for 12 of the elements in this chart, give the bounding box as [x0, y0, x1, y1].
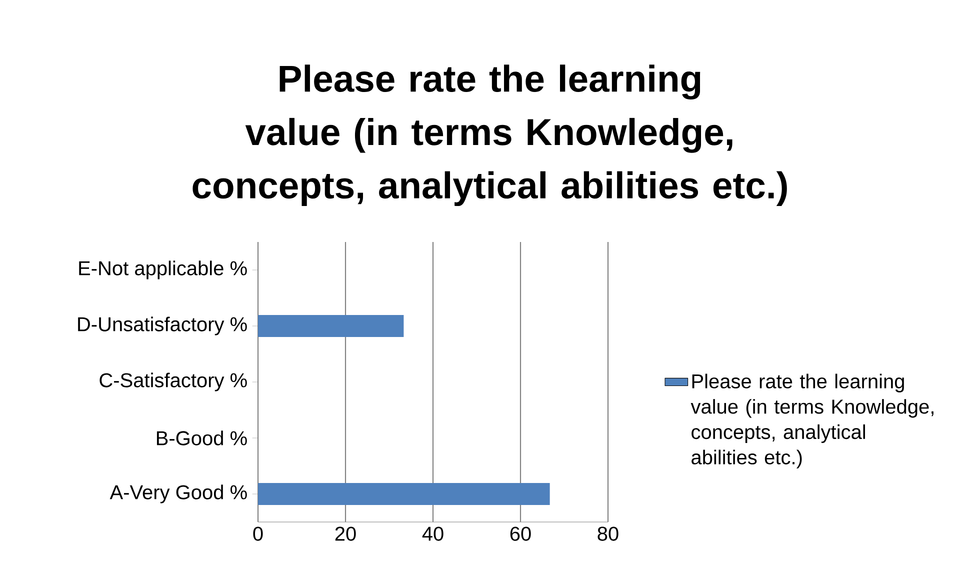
y-tick-label: E-Not applicable %	[79, 260, 247, 280]
legend-label: Please rate the learning value (in terms Knowledge, concepts, analytical abilities etc.)	[690, 374, 934, 468]
x-tick-label: 0	[253, 526, 263, 541]
x-tick-label: 60	[510, 526, 531, 541]
x-tick-label: 80	[598, 526, 618, 541]
y-tick-label: A-Very Good %	[110, 484, 247, 504]
y-tick-label: B-Good %	[156, 430, 247, 446]
x-tick-label: 40	[422, 526, 444, 541]
chart-title: Please rate the learning value (in terms Knowledge, concepts, analytical abilities etc.)	[192, 64, 787, 206]
y-tick-label: C-Satisfactory %	[100, 372, 247, 392]
y-tick-label: D-Unsatisfactory %	[78, 316, 247, 336]
x-tick-label: 20	[335, 526, 356, 541]
